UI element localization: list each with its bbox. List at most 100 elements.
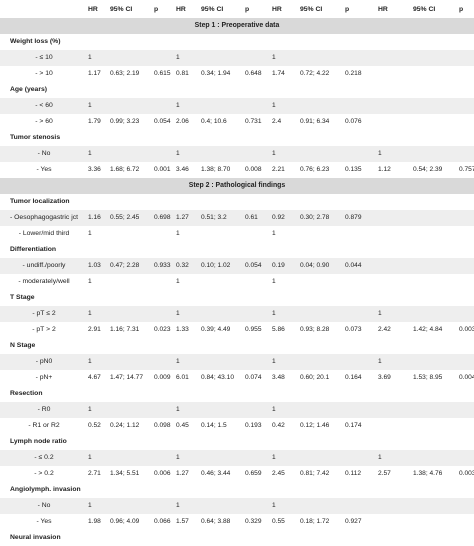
table-cell: 1.47; 14.77 — [110, 374, 143, 381]
table-cell: 1 — [272, 454, 276, 461]
table-cell: 1 — [88, 310, 92, 317]
group-label: Resection — [10, 390, 43, 397]
table-cell: 2.91 — [88, 326, 101, 333]
table-cell: 0.879 — [345, 214, 362, 221]
table-cell: 1.53; 8.95 — [413, 374, 443, 381]
table-cell: 1 — [272, 358, 276, 365]
group-label: Lymph node ratio — [10, 438, 67, 445]
table-cell: 0.54; 2.39 — [413, 166, 443, 173]
table-cell: 1 — [378, 150, 382, 157]
table-cell: 0.52 — [88, 422, 101, 429]
table-cell: 2.06 — [176, 118, 189, 125]
row-label: - > 10 — [35, 70, 53, 77]
table-cell: 1 — [88, 454, 92, 461]
table-cell: 1.42; 4.84 — [413, 326, 443, 333]
table-cell: 0.42 — [272, 422, 285, 429]
table-cell: 1 — [378, 454, 382, 461]
table-header-row: HR 95% CI p HR 95% CI p HR 95% CI p HR 9… — [0, 2, 474, 18]
table-cell: 0.044 — [345, 262, 362, 269]
table-cell: 1.17 — [88, 70, 101, 77]
table-cell: 0.164 — [345, 374, 362, 381]
table-cell: 0.066 — [154, 518, 171, 525]
group-row: Lymph node ratio — [0, 434, 474, 450]
row-label: - Oesophagogastric jct — [9, 214, 78, 221]
table-cell: 0.60; 20.1 — [300, 374, 330, 381]
group-row: Resection — [0, 386, 474, 402]
table-cell: 0.46; 3.44 — [201, 470, 231, 477]
table-cell: 1 — [272, 278, 276, 285]
table-cell: 1.16; 7.31 — [110, 326, 140, 333]
table-cell: 2.4 — [272, 118, 282, 125]
table-row: - pT > 2 2.91 1.16; 7.31 0.023 1.33 0.39; 4.4… — [0, 322, 474, 338]
table-cell: 1 — [88, 150, 92, 157]
header-cell: p — [154, 6, 159, 13]
row-label: - > 0.2 — [34, 470, 54, 477]
table-cell: 0.006 — [154, 470, 171, 477]
header-cell: 95% CI — [413, 6, 436, 13]
table-row: - Yes 1.98 0.96; 4.09 0.066 1.57 0.64; 3.88 0.… — [0, 514, 474, 530]
row-label: - Yes — [36, 518, 52, 525]
header-cell: HR — [176, 6, 186, 13]
table-cell: 0.96; 4.09 — [110, 518, 140, 525]
table-cell: 2.57 — [378, 470, 391, 477]
table-cell: 0.93; 8.28 — [300, 326, 330, 333]
table-row: - undiff./poorly 1.03 0.47; 2.28 0.933 0.32 0… — [0, 258, 474, 274]
table-cell: 0.112 — [345, 470, 362, 477]
table-cell: 0.648 — [245, 70, 262, 77]
table-cell: 0.003 — [459, 326, 474, 333]
header-cell: p — [345, 6, 350, 13]
header-cell: HR — [378, 6, 388, 13]
group-row: Tumor stenosis — [0, 130, 474, 146]
table-cell: 0.193 — [245, 422, 262, 429]
row-label: - pT ≤ 2 — [32, 310, 56, 317]
group-label: Tumor stenosis — [10, 134, 61, 141]
table-cell: 0.098 — [154, 422, 171, 429]
group-label: Tumor localization — [10, 198, 70, 205]
group-row: Tumor localization — [0, 194, 474, 210]
group-label: N Stage — [10, 342, 36, 349]
table-row: - ≤ 10 1 1 1 — [0, 50, 474, 66]
table-cell: 0.32 — [176, 262, 189, 269]
table-cell: 3.69 — [378, 374, 391, 381]
group-row: Neural invasion — [0, 530, 474, 546]
table-cell: 0.008 — [245, 166, 262, 173]
table-cell: 1 — [88, 502, 92, 509]
table-cell: 1 — [272, 502, 276, 509]
group-label: Neural invasion — [10, 534, 61, 541]
table-cell: 1 — [272, 310, 276, 317]
table-cell: 0.054 — [245, 262, 262, 269]
table-row: - > 0.2 2.71 1.34; 5.51 0.006 1.27 0.46; 3.44… — [0, 466, 474, 482]
table-cell: 0.659 — [245, 470, 262, 477]
table-cell: 0.12; 1.46 — [300, 422, 330, 429]
table-cell: 2.45 — [272, 470, 285, 477]
table-cell: 0.023 — [154, 326, 171, 333]
table-cell: 0.19 — [272, 262, 285, 269]
table-row: - No 1 1 1 1 — [0, 146, 474, 162]
table-cell: 1 — [176, 358, 180, 365]
table-cell: 0.34; 1.94 — [201, 70, 231, 77]
table-cell: 6.01 — [176, 374, 189, 381]
row-label: - Lower/mid third — [18, 230, 70, 237]
table-cell: 0.14; 1.5 — [201, 422, 227, 429]
group-row: T Stage — [0, 290, 474, 306]
table-cell: 1 — [272, 150, 276, 157]
row-label: - > 60 — [35, 118, 53, 125]
table-cell: 0.99; 3.23 — [110, 118, 140, 125]
table-cell: 1.68; 6.72 — [110, 166, 140, 173]
table-cell: 0.076 — [345, 118, 362, 125]
table-cell: 0.47; 2.28 — [110, 262, 140, 269]
table-cell: 3.46 — [176, 166, 189, 173]
table-cell: 0.174 — [345, 422, 362, 429]
table-cell: 1 — [272, 406, 276, 413]
table-cell: 4.67 — [88, 374, 101, 381]
table-cell: 0.003 — [459, 470, 474, 477]
group-row: Age (years) — [0, 82, 474, 98]
row-label: - moderately/well — [18, 278, 70, 285]
row-label: - ≤ 0.2 — [34, 454, 54, 461]
table-cell: 0.218 — [345, 70, 362, 77]
table-cell: 1 — [88, 54, 92, 61]
table-cell: 0.4; 10.6 — [201, 118, 227, 125]
row-label: - Yes — [36, 166, 52, 173]
table-cell: 1 — [176, 502, 180, 509]
group-label: Weight loss (%) — [10, 38, 61, 45]
